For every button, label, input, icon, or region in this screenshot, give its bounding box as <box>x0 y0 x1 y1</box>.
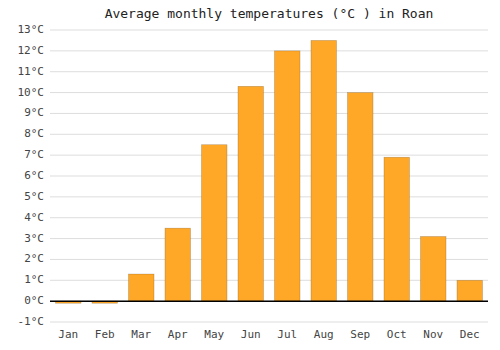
x-tick-label: Jan <box>58 328 78 341</box>
y-tick-label: 4°C <box>24 211 44 224</box>
bar <box>201 145 227 301</box>
y-tick-label: 0°C <box>24 294 44 307</box>
y-tick-label: 13°C <box>18 23 45 36</box>
x-tick-label: Mar <box>131 328 151 341</box>
y-tick-label: 6°C <box>24 169 44 182</box>
grid-line <box>50 322 488 323</box>
y-tick-label: 11°C <box>18 65 45 78</box>
grid-line <box>50 71 488 72</box>
y-tick-label: 7°C <box>24 148 44 161</box>
bar <box>420 236 446 301</box>
y-tick-label: 9°C <box>24 106 44 119</box>
grid-line <box>50 196 488 197</box>
title: Average monthly temperatures (°C ) in Ro… <box>105 6 434 21</box>
x-tick-label: Oct <box>387 328 407 341</box>
grid-line <box>50 50 488 51</box>
grid-line <box>50 92 488 93</box>
y-tick-label: 5°C <box>24 190 44 203</box>
bar <box>238 86 264 301</box>
bar <box>128 274 154 301</box>
x-tick-label: May <box>204 328 224 341</box>
x-tick-label: Apr <box>168 328 188 341</box>
bar <box>384 157 410 301</box>
y-axis: -1°C 0°C 1°C 2°C 3°C 4°C 5°C 6°C 7°C 8°C 9°C 10°C 11… <box>18 23 45 328</box>
grid <box>50 30 488 322</box>
x-tick-label: Aug <box>314 328 334 341</box>
bar <box>165 228 191 301</box>
y-tick-label: -1°C <box>18 315 45 328</box>
y-tick-label: 1°C <box>24 273 44 286</box>
y-tick-label: 10°C <box>18 86 45 99</box>
grid-line <box>50 217 488 218</box>
x-tick-label: Feb <box>95 328 115 341</box>
x-axis: Jan Feb Mar Apr May Jun Jul Aug Sep Oct Nov Dec <box>58 328 479 341</box>
bar <box>274 51 300 301</box>
bar <box>311 40 337 301</box>
grid-line <box>50 301 488 302</box>
chart-container: Average monthly temperatures (°C ) in Ro… <box>0 0 500 350</box>
chart-svg: Average monthly temperatures (°C ) in Ro… <box>0 0 500 350</box>
grid-line <box>50 113 488 114</box>
grid-line <box>50 30 488 31</box>
y-tick-label: 8°C <box>24 127 44 140</box>
bar <box>347 93 373 302</box>
x-tick-label: Sep <box>350 328 370 341</box>
y-tick-label: 2°C <box>24 252 44 265</box>
x-tick-label: Jun <box>241 328 261 341</box>
bar <box>457 280 483 301</box>
x-tick-label: Jul <box>277 328 297 341</box>
y-tick-label: 12°C <box>18 44 45 57</box>
x-tick-label: Dec <box>460 328 480 341</box>
x-tick-label: Nov <box>423 328 443 341</box>
zero-line <box>50 300 488 302</box>
grid-line <box>50 134 488 135</box>
bars <box>55 40 482 303</box>
grid-line <box>50 176 488 177</box>
y-tick-label: 3°C <box>24 232 44 245</box>
grid-line <box>50 155 488 156</box>
